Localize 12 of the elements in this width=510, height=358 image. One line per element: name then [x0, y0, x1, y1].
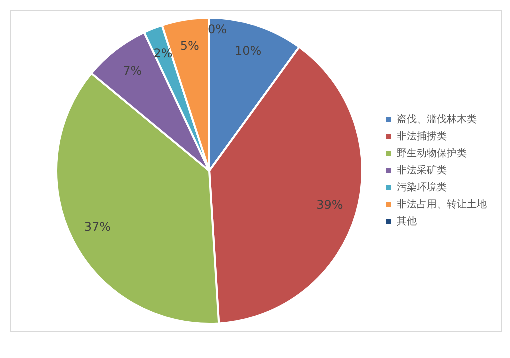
data-label: 39% — [316, 198, 344, 212]
legend-label: 盗伐、滥伐林木类 — [397, 114, 477, 126]
legend-label: 非法占用、转让土地 — [397, 198, 487, 211]
data-label: 5% — [180, 39, 200, 54]
legend-label: 其他 — [397, 216, 417, 228]
legend-label: 非法采矿类 — [397, 164, 447, 177]
data-label: 37% — [84, 220, 112, 234]
legend-label: 野生动物保护类 — [397, 148, 467, 160]
legend-label: 污染环境类 — [397, 182, 447, 194]
legend-label: 非法捕捞类 — [397, 130, 447, 143]
data-label: 7% — [123, 64, 142, 78]
data-label: 10% — [234, 44, 262, 58]
